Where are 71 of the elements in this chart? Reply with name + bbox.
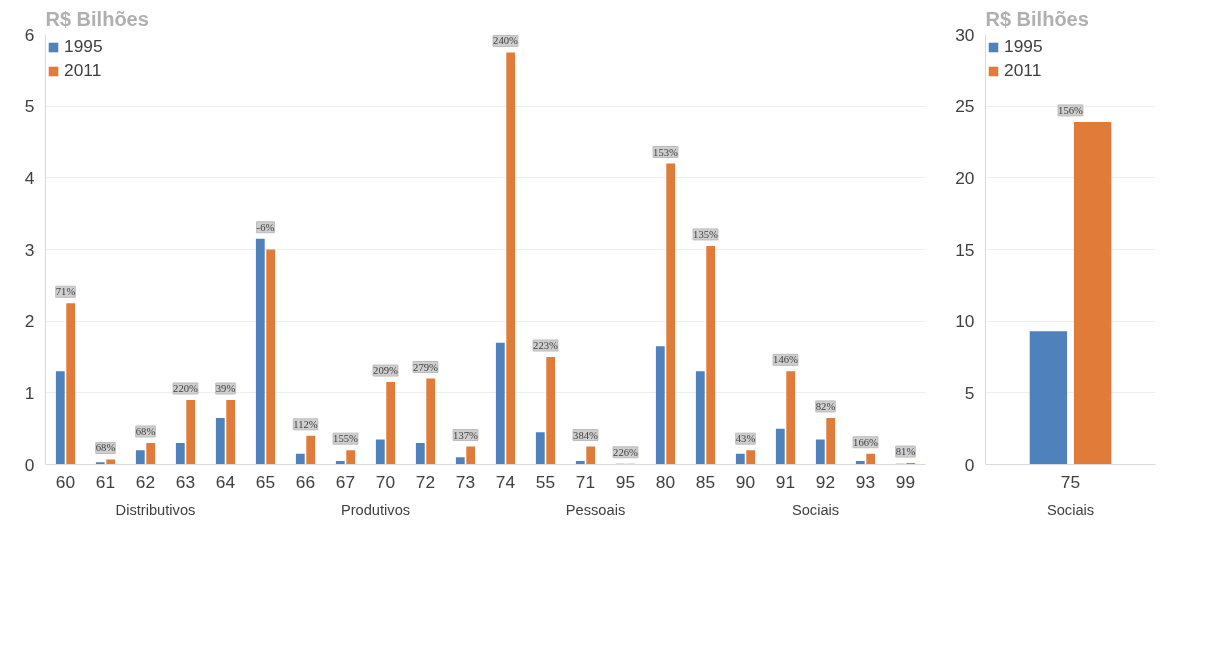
annotation: 135% [693, 228, 719, 240]
legend-label: 1995 [64, 36, 103, 57]
annotation: 279% [413, 361, 439, 373]
x-tick-label: 65 [255, 471, 276, 492]
annotation: 156% [1058, 104, 1084, 116]
text: Pessoais [565, 501, 626, 518]
y-tick-label: 20 [955, 167, 975, 188]
y-tick-label: 6 [24, 24, 35, 45]
x-tick-label: 99 [895, 471, 916, 492]
text: Produtivos [340, 501, 411, 518]
legend-label: 2011 [64, 60, 102, 81]
annotation: 153% [653, 146, 679, 158]
y-tick-label: 5 [24, 96, 35, 117]
x-tick-label: 74 [495, 471, 516, 492]
annotation: -6% [256, 221, 275, 233]
annotation: 43% [735, 433, 756, 445]
x-tick-label: 64 [215, 471, 236, 492]
x-tick-label: 67 [335, 471, 356, 492]
x-tick-label: 91 [775, 471, 796, 492]
y-tick-label: 15 [955, 239, 975, 260]
x-tick-label: 93 [855, 471, 876, 492]
y-tick-label: 1 [24, 382, 35, 403]
text: Distributivos [115, 501, 196, 518]
x-tick-label: 55 [535, 471, 556, 492]
y-tick-label: 25 [955, 96, 975, 117]
legend-label: 2011 [1004, 60, 1042, 81]
y-tick-label: 10 [955, 311, 975, 332]
x-tick-label: 73 [455, 471, 476, 492]
x-tick-label: 62 [135, 471, 156, 492]
annotation: 71% [55, 286, 76, 298]
y-tick-label: 0 [964, 454, 975, 475]
annotation: 82% [815, 400, 836, 412]
x-tick-label: 92 [815, 471, 836, 492]
x-tick-label: 66 [295, 471, 316, 492]
y-tick-label: 30 [955, 24, 975, 45]
y-tick-label: 2 [24, 311, 35, 332]
annotation: 226% [613, 446, 639, 458]
annotation: 155% [333, 433, 359, 445]
annotation: 166% [853, 436, 879, 448]
y-tick-label: 3 [24, 239, 35, 260]
x-tick-label: 75 [1060, 471, 1081, 492]
annotation: 68% [95, 442, 116, 454]
x-tick-label: 85 [695, 471, 716, 492]
x-tick-label: 80 [655, 471, 676, 492]
y-tick-label: 4 [24, 167, 35, 188]
x-tick-label: 72 [415, 471, 436, 492]
annotation: 223% [533, 340, 559, 351]
text: Sociais [791, 501, 840, 518]
annotation: 112% [293, 418, 318, 430]
y-tick-label: 0 [24, 454, 35, 475]
x-tick-label: 71 [575, 471, 596, 492]
annotation: 81% [895, 446, 916, 458]
x-tick-label: 90 [735, 471, 756, 492]
annotation: 220% [173, 383, 199, 394]
x-tick-label: 61 [95, 471, 116, 492]
text: Sociais [1046, 501, 1095, 518]
x-tick-label: 95 [615, 471, 636, 492]
x-tick-label: 60 [55, 471, 76, 492]
legend-label: 1995 [1004, 36, 1043, 57]
x-tick-label: 70 [375, 471, 396, 492]
annotation: 137% [453, 429, 479, 441]
x-tick-label: 63 [175, 471, 196, 492]
annotation: 384% [573, 429, 599, 441]
y-axis-title: R$ Bilhões [985, 7, 1089, 30]
annotation: 146% [773, 354, 799, 366]
y-tick-label: 5 [964, 382, 975, 403]
annotation: 209% [373, 365, 399, 377]
annotation: 68% [135, 426, 156, 437]
annotation: 240% [493, 35, 519, 47]
annotation: 39% [215, 383, 236, 394]
y-axis-title: R$ Bilhões [45, 7, 149, 30]
